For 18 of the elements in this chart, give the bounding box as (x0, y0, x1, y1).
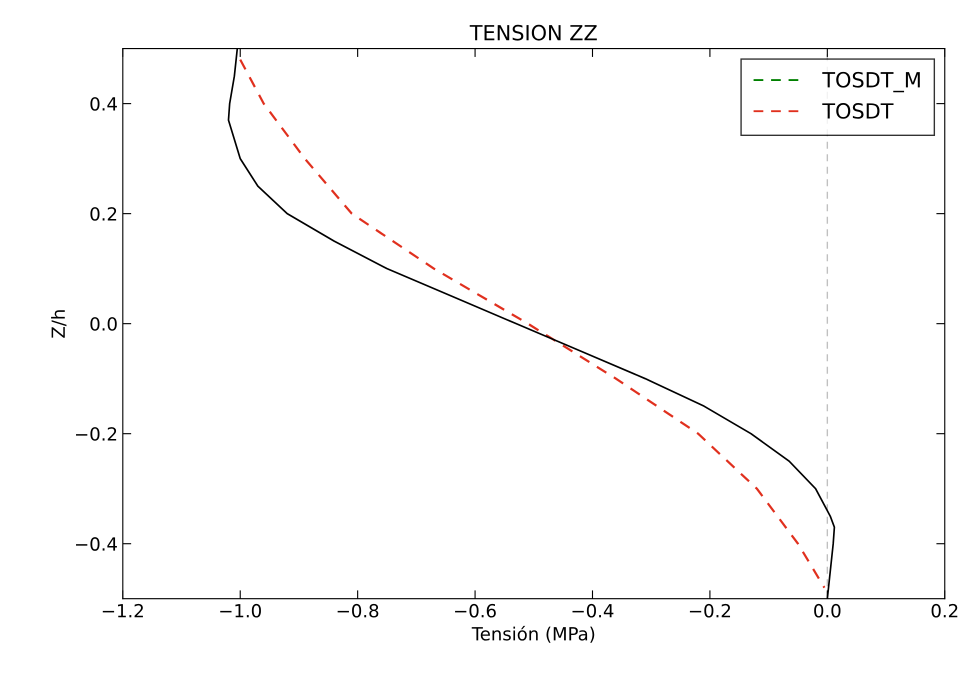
legend-label: TOSDT (822, 103, 894, 119)
x-axis-title: Tensión (MPa) (472, 626, 594, 643)
x-tick-label: −1.0 (220, 604, 261, 618)
x-tick-label: −1.2 (102, 604, 143, 618)
x-tick-label: 0.2 (932, 604, 958, 618)
x-tick-label: −0.2 (690, 604, 730, 618)
y-tick-label: 0.4 (90, 97, 117, 111)
y-tick-label: 0.0 (90, 317, 117, 331)
y-tick-label: 0.2 (90, 207, 116, 221)
y-tick-label: −0.2 (76, 427, 116, 441)
x-tick-label: 0.0 (814, 604, 840, 618)
y-axis-title: Z/h (51, 310, 66, 338)
x-tick-label: −0.8 (338, 604, 378, 618)
x-tick-label: −0.4 (572, 604, 614, 618)
legend-label: TOSDT_M (822, 72, 920, 92)
chart-title: TENSION ZZ (470, 24, 597, 41)
y-tick-label: −0.4 (76, 537, 117, 551)
x-tick-label: −0.6 (455, 604, 496, 618)
